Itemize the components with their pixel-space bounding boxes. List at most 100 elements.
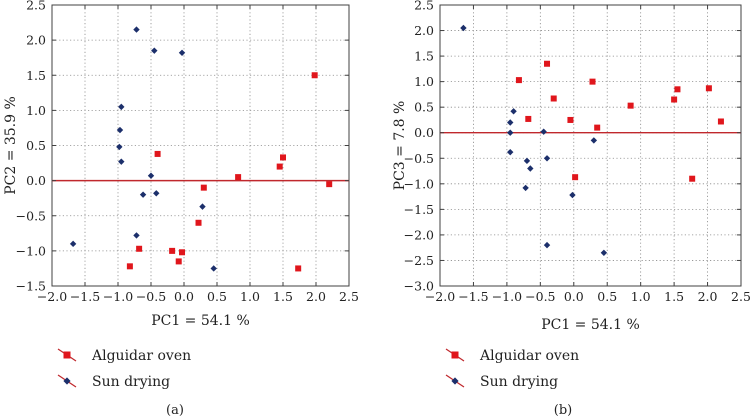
y-tick-label: −3.0 [404, 279, 434, 294]
y-tick-label: −1.5 [16, 279, 46, 294]
legend-square-marker [451, 351, 459, 359]
alguidar-oven-point [195, 219, 202, 226]
alguidar-oven-point [674, 86, 681, 93]
y-tick-label: 1.5 [26, 68, 46, 83]
x-tick-label: −1.0 [103, 289, 133, 304]
alguidar-oven-point [179, 249, 186, 256]
x-tick-label: −0.5 [525, 289, 555, 304]
sun-drying-point [600, 249, 608, 256]
alguidar-oven-point [544, 60, 551, 67]
sun-drying-point [507, 148, 514, 156]
alguidar-oven-point [235, 174, 242, 181]
sun-drying-point [210, 265, 217, 272]
x-tick-label: −0.5 [136, 289, 166, 304]
y-tick-label: 1.5 [414, 49, 434, 64]
x-tick-label: 2.5 [731, 289, 750, 304]
sun-drying-point [510, 108, 517, 115]
sun-drying-point [118, 158, 125, 165]
y-tick-label: −2.0 [404, 227, 434, 242]
alguidar-oven-point [594, 124, 601, 131]
x-tick-label: −2.0 [425, 289, 455, 304]
legend-label: Alguidar oven [91, 348, 191, 364]
alguidar-oven-point [200, 184, 207, 191]
sun-drying-point [147, 172, 155, 179]
sun-drying-point [569, 191, 576, 199]
sun-drying-point [116, 126, 124, 134]
x-tick-label: −2.0 [37, 289, 67, 304]
y-tick-label: 2.0 [26, 33, 46, 48]
alguidar-oven-point [295, 265, 302, 272]
y-tick-label: 1.0 [26, 103, 46, 118]
sun-drying-point [507, 119, 514, 126]
alguidar-oven-point [326, 181, 333, 188]
y-axis-label: PC3 = 7.8 % [392, 101, 408, 191]
y-axis-label: PC2 = 35.9 % [3, 96, 19, 195]
sun-drying-point [523, 157, 531, 165]
sun-drying-point [460, 24, 467, 32]
alguidar-oven-point [689, 175, 696, 182]
sun-drying-point [153, 190, 160, 197]
panel-label: (a) [166, 403, 184, 418]
x-tick-label: 0.5 [207, 289, 227, 304]
x-tick-label: 2.5 [339, 289, 359, 304]
x-tick-label: −1.5 [458, 289, 488, 304]
panel-b: −2.0 −1.5 −1.0 −0.5 0.0 0.5 1.0 1.5 2.0 2.5−3.0−2… [392, 0, 750, 418]
sun-drying-point [543, 155, 551, 162]
alguidar-oven-point [169, 247, 176, 254]
x-tick-label: 2.0 [306, 289, 326, 304]
x-axis-label: PC1 = 54.1 % [151, 313, 250, 329]
sun-drying-point [507, 129, 514, 136]
sun-drying-point [522, 184, 529, 192]
sun-drying-point [118, 103, 125, 111]
panel-label: (b) [554, 403, 572, 418]
plot-frame [439, 4, 742, 287]
y-tick-label: −0.5 [16, 208, 46, 223]
y-tick-label: −1.0 [16, 243, 46, 258]
legend-label: Alguidar oven [479, 348, 579, 364]
x-tick-label: 1.5 [273, 289, 293, 304]
x-axis-label: PC1 = 54.1 % [541, 317, 640, 333]
alguidar-oven-point [572, 174, 579, 181]
x-tick-label: 1.5 [664, 289, 684, 304]
y-tick-label: 2.5 [26, 0, 46, 13]
alguidar-oven-point [567, 116, 574, 123]
sun-drying-point [69, 240, 77, 248]
y-tick-label: 2.5 [414, 0, 434, 13]
sun-drying-point [133, 26, 140, 33]
alguidar-oven-point [717, 118, 724, 125]
alguidar-oven-point [705, 85, 712, 92]
y-tick-label: −1.5 [404, 202, 434, 217]
alguidar-oven-point [671, 96, 678, 103]
alguidar-oven-point [276, 163, 283, 170]
x-tick-label: 2.0 [698, 289, 718, 304]
sun-drying-point [116, 143, 123, 151]
x-tick-label: −1.5 [70, 289, 100, 304]
legend-diamond-marker [63, 377, 71, 385]
sun-drying-point [199, 203, 206, 210]
sun-drying-point [139, 191, 147, 198]
sun-drying-point [151, 47, 158, 54]
y-tick-label: −1.0 [404, 176, 434, 191]
legend-diamond-marker [451, 377, 459, 385]
y-tick-label: 0.5 [414, 100, 434, 115]
x-tick-label: 1.0 [240, 289, 260, 304]
alguidar-oven-point [126, 263, 133, 270]
y-tick-label: 0.0 [26, 173, 46, 188]
alguidar-oven-point [154, 150, 161, 157]
sun-drying-point [527, 165, 534, 172]
alguidar-oven-point [550, 95, 557, 102]
alguidar-oven-point [515, 77, 522, 84]
alguidar-oven-point [280, 154, 286, 161]
alguidar-oven-point [589, 78, 596, 85]
x-tick-label: −1.0 [492, 289, 522, 304]
y-tick-label: −0.5 [404, 151, 434, 166]
y-tick-label: −2.5 [404, 253, 434, 268]
y-tick-label: 0.5 [26, 138, 46, 153]
y-tick-label: 2.0 [414, 23, 434, 38]
legend-label: Sun drying [480, 374, 558, 390]
y-tick-label: 1.0 [414, 74, 434, 89]
x-tick-label: 0.5 [597, 289, 617, 304]
alguidar-oven-point [136, 245, 143, 252]
x-tick-label: 1.0 [631, 289, 651, 304]
